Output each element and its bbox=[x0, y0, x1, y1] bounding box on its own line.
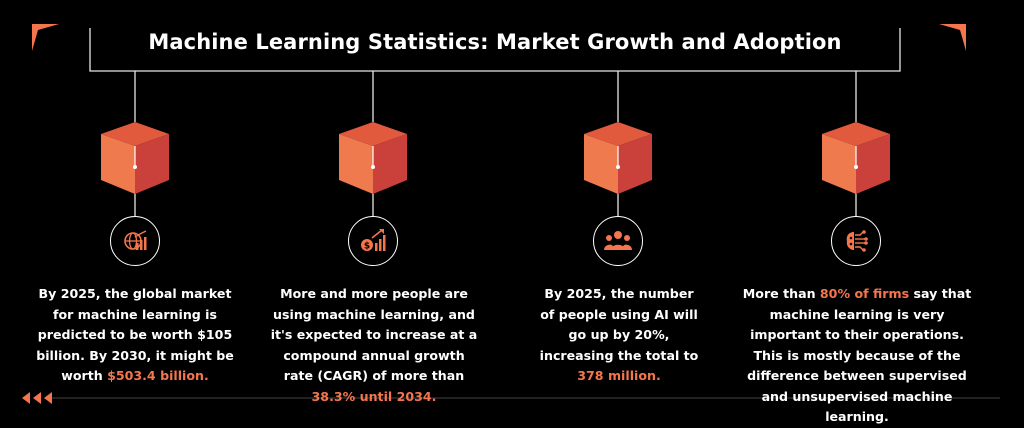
icon-circle-2: $ bbox=[348, 216, 398, 266]
icon-circle-4 bbox=[831, 216, 881, 266]
people-group-icon bbox=[604, 231, 632, 250]
globe-chart-icon bbox=[124, 230, 147, 250]
cube-4 bbox=[822, 122, 890, 194]
stat-4-highlight: 80% of firms bbox=[819, 286, 910, 301]
ai-chip-brain-icon bbox=[846, 230, 868, 252]
stat-text-4: More than 80% of firms say that machine … bbox=[741, 284, 973, 428]
stat-text-2: More and more people are using machine l… bbox=[269, 284, 479, 407]
back-arrows-icon bbox=[22, 392, 52, 404]
corner-accent-right bbox=[939, 24, 966, 51]
corner-accent-left bbox=[32, 24, 59, 51]
icon-circle-1 bbox=[110, 216, 160, 266]
page-title: Machine Learning Statistics: Market Grow… bbox=[148, 30, 842, 54]
cube-1 bbox=[101, 122, 169, 194]
stat-4-text-after: say that machine learning is very import… bbox=[747, 286, 972, 424]
stat-2-text: More and more people are using machine l… bbox=[270, 286, 478, 383]
money-growth-chart-icon: $ bbox=[361, 229, 386, 252]
cube-3 bbox=[584, 122, 652, 194]
stat-text-1: By 2025, the global market for machine l… bbox=[30, 284, 240, 387]
stat-text-3: By 2025, the number of people using AI w… bbox=[537, 284, 701, 387]
icon-circle-3 bbox=[593, 216, 643, 266]
stat-3-text: By 2025, the number of people using AI w… bbox=[539, 286, 699, 363]
infographic: Machine Learning Statistics: Market Grow… bbox=[22, 24, 1000, 424]
stat-1-highlight: $503.4 billion. bbox=[107, 368, 209, 383]
stat-1-text: By 2025, the global market for machine l… bbox=[36, 286, 234, 383]
stat-3-highlight: 378 million. bbox=[577, 368, 661, 383]
stat-2-highlight: 38.3% until 2034. bbox=[311, 388, 437, 404]
svg-text:$: $ bbox=[364, 242, 370, 252]
stat-4-text: More than bbox=[742, 286, 820, 301]
cube-2 bbox=[339, 122, 407, 194]
